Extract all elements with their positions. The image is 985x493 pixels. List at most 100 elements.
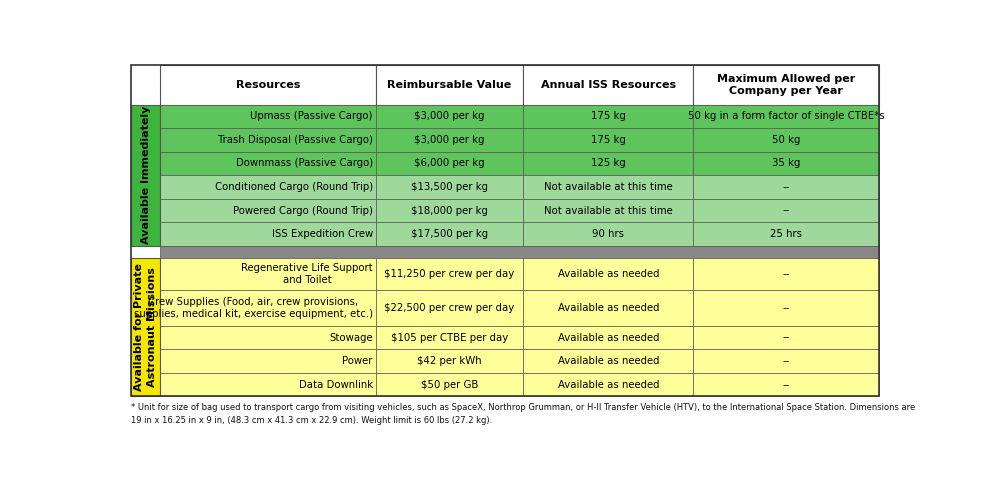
Bar [693,152,879,175]
Text: $22,500 per crew per day: $22,500 per crew per day [384,303,515,313]
Bar [161,258,376,290]
Text: Trash Disposal (Passive Cargo): Trash Disposal (Passive Cargo) [218,135,372,145]
Text: 175 kg: 175 kg [591,111,625,121]
Text: $11,250 per crew per day: $11,250 per crew per day [384,269,515,279]
Bar [693,326,879,350]
Bar [161,246,879,258]
Text: $105 per CTBE per day: $105 per CTBE per day [391,333,508,343]
Bar [523,290,693,326]
Text: 90 hrs: 90 hrs [592,229,624,239]
Text: Conditioned Cargo (Round Trip): Conditioned Cargo (Round Trip) [215,182,372,192]
Text: Available as needed: Available as needed [558,380,659,389]
Bar [523,350,693,373]
Bar [161,152,376,175]
Bar [523,175,693,199]
Bar [376,222,523,246]
Text: Regenerative Life Support
and Toilet: Regenerative Life Support and Toilet [241,263,372,285]
Bar [376,152,523,175]
Text: --: -- [782,206,790,215]
Text: --: -- [782,356,790,366]
Bar [161,175,376,199]
Text: Available as needed: Available as needed [558,303,659,313]
Text: $13,500 per kg: $13,500 per kg [411,182,489,192]
Bar [161,199,376,222]
Bar [693,105,879,128]
Bar [693,373,879,396]
Bar [376,105,523,128]
Text: $3,000 per kg: $3,000 per kg [415,111,485,121]
Text: Reimbursable Value: Reimbursable Value [387,80,512,90]
Text: Available as needed: Available as needed [558,269,659,279]
Text: Available Immediately: Available Immediately [141,106,151,245]
Text: Stowage: Stowage [329,333,372,343]
Text: Resources: Resources [235,80,300,90]
Text: $17,500 per kg: $17,500 per kg [411,229,489,239]
Bar [131,258,161,396]
Bar [161,350,376,373]
Bar [376,373,523,396]
Text: $6,000 per kg: $6,000 per kg [415,158,485,169]
Text: Available as needed: Available as needed [558,356,659,366]
Text: * Unit for size of bag used to transport cargo from visiting vehicles, such as S: * Unit for size of bag used to transport… [131,403,915,425]
Text: 125 kg: 125 kg [591,158,625,169]
Text: Available for Private
Astronaut Missions: Available for Private Astronaut Missions [134,263,158,391]
Bar [523,128,693,152]
Bar [161,290,376,326]
Bar [693,128,879,152]
Text: ISS Expedition Crew: ISS Expedition Crew [272,229,372,239]
Text: Available as needed: Available as needed [558,333,659,343]
Bar [161,105,376,128]
Bar [376,199,523,222]
Bar [161,128,376,152]
Text: $3,000 per kg: $3,000 per kg [415,135,485,145]
Bar [693,222,879,246]
Text: Not available at this time: Not available at this time [544,182,673,192]
Bar [161,222,376,246]
Bar [376,258,523,290]
Text: 35 kg: 35 kg [772,158,800,169]
Text: 175 kg: 175 kg [591,135,625,145]
Bar [131,105,161,246]
Bar [161,65,376,105]
Bar [693,65,879,105]
Text: --: -- [782,303,790,313]
Text: Crew Supplies (Food, air, crew provisions,
supplies, medical kit, exercise equip: Crew Supplies (Food, air, crew provision… [134,297,372,319]
Text: Not available at this time: Not available at this time [544,206,673,215]
Text: Annual ISS Resources: Annual ISS Resources [541,80,676,90]
Bar [131,65,879,396]
Text: Upmass (Passive Cargo): Upmass (Passive Cargo) [250,111,372,121]
Text: 50 kg in a form factor of single CTBE*s: 50 kg in a form factor of single CTBE*s [688,111,885,121]
Bar [693,175,879,199]
Text: $50 per GB: $50 per GB [421,380,479,389]
Bar [376,326,523,350]
Text: --: -- [782,182,790,192]
Bar [523,199,693,222]
Bar [376,350,523,373]
Text: $18,000 per kg: $18,000 per kg [411,206,488,215]
Bar [376,290,523,326]
Bar [376,65,523,105]
Bar [523,258,693,290]
Text: Powered Cargo (Round Trip): Powered Cargo (Round Trip) [232,206,372,215]
Text: 50 kg: 50 kg [772,135,800,145]
Bar [376,128,523,152]
Bar [693,199,879,222]
Text: --: -- [782,269,790,279]
Bar [523,152,693,175]
Text: Maximum Allowed per
Company per Year: Maximum Allowed per Company per Year [717,74,855,96]
Bar [523,373,693,396]
Text: Downmass (Passive Cargo): Downmass (Passive Cargo) [235,158,372,169]
Bar [693,350,879,373]
Text: --: -- [782,380,790,389]
Bar [523,326,693,350]
Text: --: -- [782,333,790,343]
Text: Data Downlink: Data Downlink [298,380,372,389]
Bar [161,326,376,350]
Bar [376,175,523,199]
Text: Power: Power [343,356,372,366]
Text: $42 per kWh: $42 per kWh [418,356,482,366]
Bar [523,65,693,105]
Bar [523,105,693,128]
Bar [693,258,879,290]
Bar [161,373,376,396]
